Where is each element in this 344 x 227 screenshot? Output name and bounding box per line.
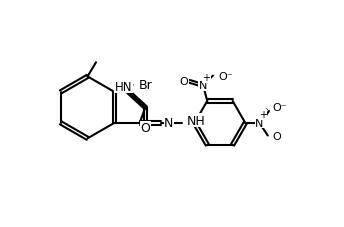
Text: +: + <box>259 110 267 120</box>
Text: N: N <box>255 118 264 128</box>
Text: O: O <box>140 122 150 135</box>
Text: O⁻: O⁻ <box>218 71 233 81</box>
Text: N: N <box>164 117 174 130</box>
Text: Br: Br <box>139 79 153 92</box>
Text: HN: HN <box>115 80 132 93</box>
Text: O: O <box>180 77 188 87</box>
Text: NH: NH <box>187 114 206 127</box>
Text: O: O <box>273 131 282 141</box>
Text: O⁻: O⁻ <box>273 103 288 113</box>
Text: +: + <box>202 73 211 83</box>
Text: N: N <box>199 81 207 91</box>
